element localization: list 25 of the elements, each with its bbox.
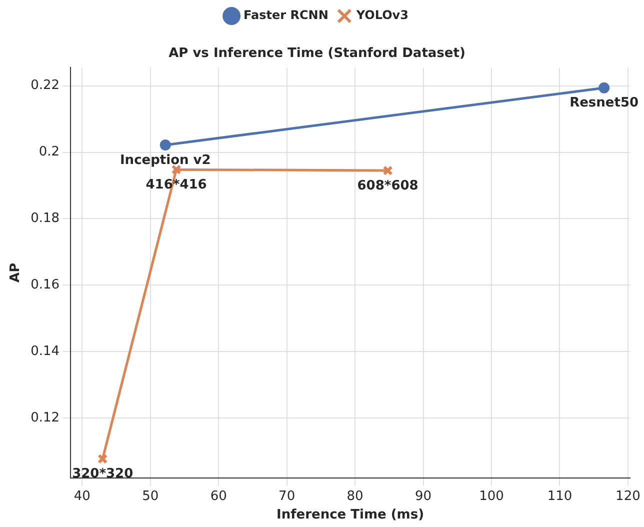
annotation: Inception v2 [120,152,211,168]
point [160,139,171,150]
x-tick-label: 50 [142,488,159,504]
x-tick-label: 120 [616,488,640,504]
y-tick-label: 0.22 [30,78,60,94]
y-tick-label: 0.12 [30,410,60,426]
x-tick-label: 110 [547,488,572,504]
y-tick-label: 0.16 [30,278,60,293]
x-tick-label: 90 [415,488,432,504]
legend-label: YOLOv3 [355,8,408,22]
y-axis-title: AP [8,262,24,282]
x-tick-label: 100 [479,488,504,504]
point [598,82,610,94]
x-axis-title: Inference Time (ms) [276,508,424,523]
chart-title: AP vs Inference Time (Stanford Dataset) [168,46,466,62]
x-tick-label: 70 [278,488,296,504]
legend-label: Faster RCNN [244,8,328,22]
x-tick-label: 60 [210,488,227,504]
y-tick-label: 0.2 [38,144,60,160]
annotation: 608*608 [357,178,418,194]
y-tick-label: 0.14 [30,344,60,359]
x-tick-label: 80 [346,488,364,504]
y-tick-label: 0.18 [30,211,60,226]
annotation: Resnet50 [570,96,639,111]
x-tick-label: 40 [74,488,90,504]
